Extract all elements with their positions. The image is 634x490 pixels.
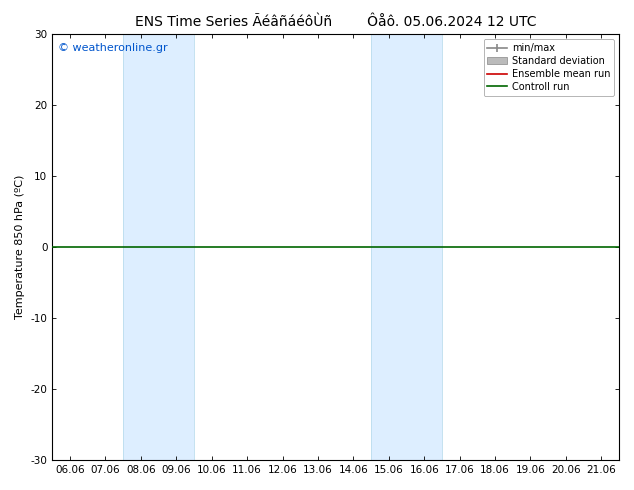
Text: © weatheronline.gr: © weatheronline.gr — [58, 43, 167, 53]
Legend: min/max, Standard deviation, Ensemble mean run, Controll run: min/max, Standard deviation, Ensemble me… — [484, 39, 614, 96]
Bar — [123, 34, 194, 460]
Title: ENS Time Series ÃéâñáéôÙñ        Ôåô. 05.06.2024 12 UTC: ENS Time Series ÃéâñáéôÙñ Ôåô. 05.06.202… — [135, 15, 536, 29]
Y-axis label: Temperature 850 hPa (ºC): Temperature 850 hPa (ºC) — [15, 175, 25, 319]
Bar — [371, 34, 442, 460]
